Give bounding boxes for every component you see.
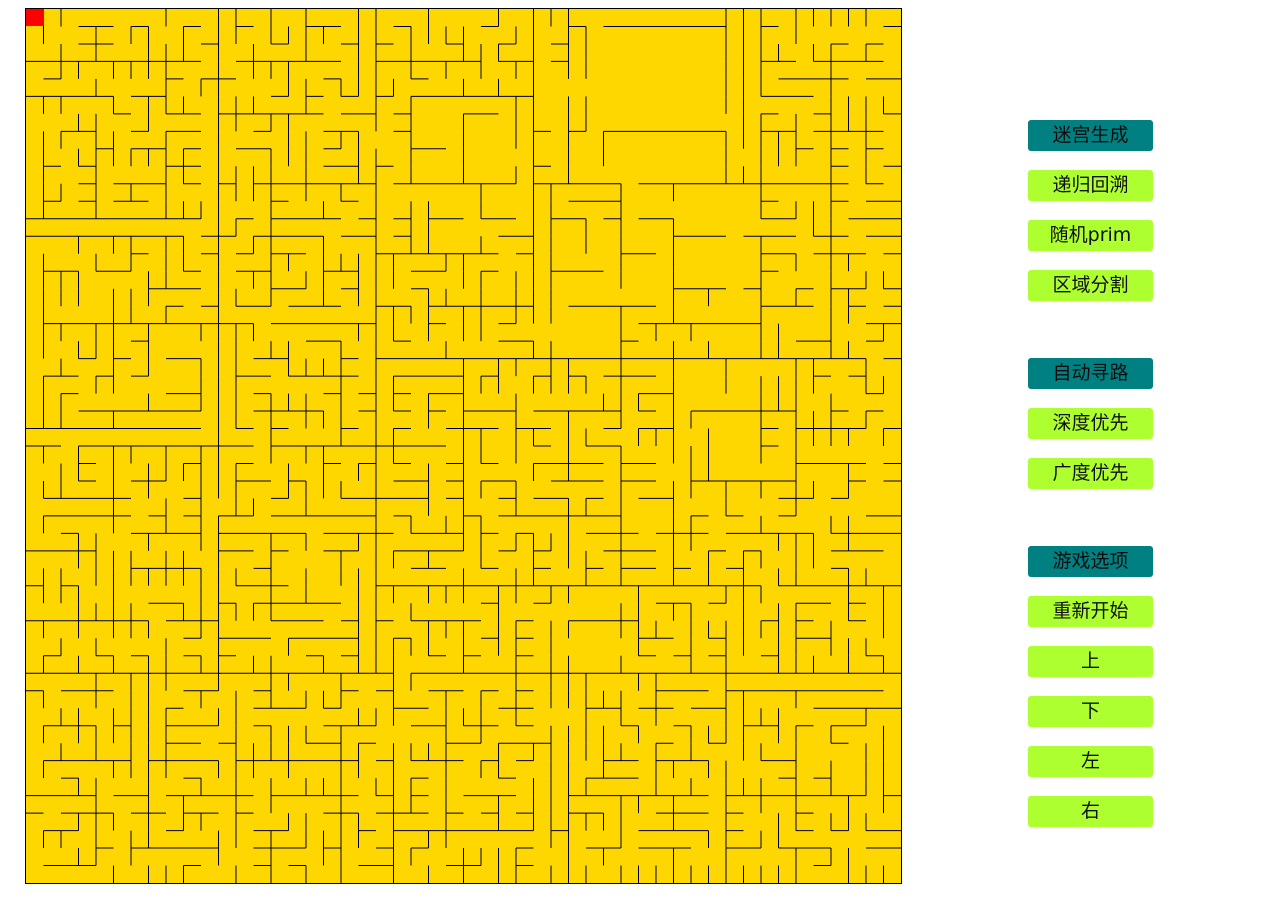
depth-first-button[interactable]: 深度优先 xyxy=(1028,408,1153,439)
breadth-first-button[interactable]: 广度优先 xyxy=(1028,458,1153,489)
recursive-backtrack-button[interactable]: 递归回溯 xyxy=(1028,170,1153,201)
restart-button[interactable]: 重新开始 xyxy=(1028,596,1153,627)
maze-board[interactable] xyxy=(25,8,902,884)
player-marker xyxy=(26,9,44,26)
control-panel: 迷宫生成 递归回溯 随机prim 区域分割 自动寻路 深度优先 广度优先 游戏选… xyxy=(1028,120,1153,827)
region-split-button[interactable]: 区域分割 xyxy=(1028,270,1153,301)
maze-walls xyxy=(26,9,901,883)
game-options-header-button[interactable]: 游戏选项 xyxy=(1028,546,1153,577)
maze-generate-header-button[interactable]: 迷宫生成 xyxy=(1028,120,1153,151)
move-right-button[interactable]: 右 xyxy=(1028,796,1153,827)
random-prim-button[interactable]: 随机prim xyxy=(1028,220,1153,251)
move-up-button[interactable]: 上 xyxy=(1028,646,1153,677)
move-left-button[interactable]: 左 xyxy=(1028,746,1153,777)
move-down-button[interactable]: 下 xyxy=(1028,696,1153,727)
auto-pathfind-header-button[interactable]: 自动寻路 xyxy=(1028,358,1153,389)
